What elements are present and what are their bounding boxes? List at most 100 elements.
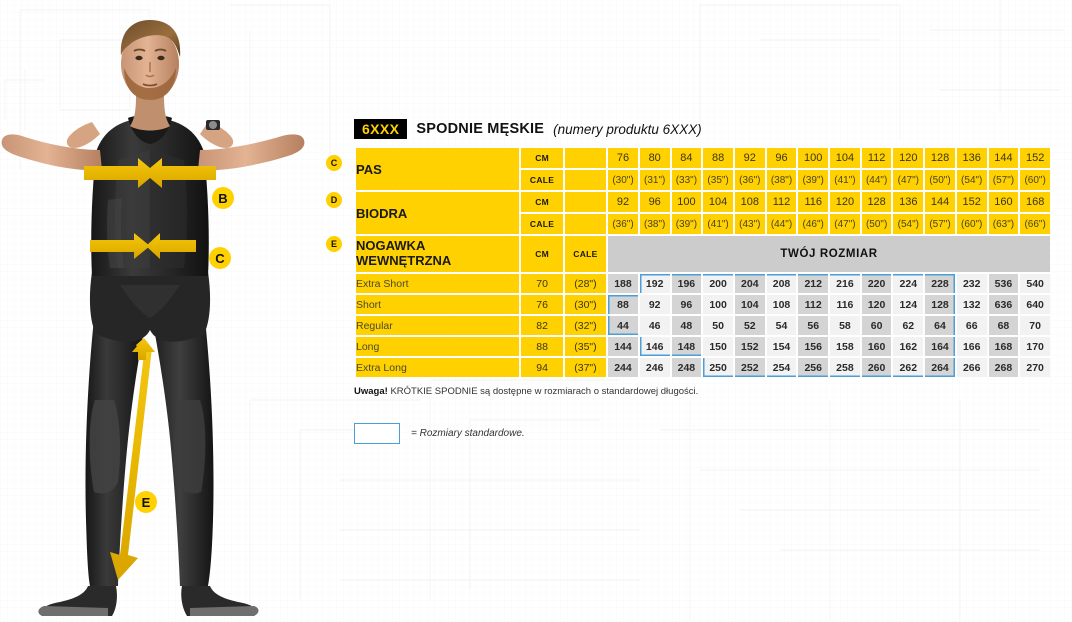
- size-cell-highlighted: 92: [639, 295, 670, 314]
- value-cell: (38"): [766, 170, 797, 190]
- value-cell: 152: [956, 192, 987, 212]
- size-cell-highlighted: 104: [734, 295, 765, 314]
- legend-label: = Rozmiary standardowe.: [411, 428, 525, 439]
- size-chart-panel: 6XXX SPODNIE MĘSKIE (numery produktu 6XX…: [336, 118, 1052, 444]
- value-cell: 120: [830, 192, 860, 212]
- unit-label-cm: CM: [521, 236, 563, 272]
- value-cell: (33"): [671, 170, 702, 190]
- size-cell-highlighted: 196: [671, 274, 702, 293]
- size-cell-highlighted: 212: [798, 274, 829, 293]
- value-cell: 80: [639, 148, 670, 168]
- value-cell: (30"): [608, 170, 638, 190]
- spacer-cell: [564, 214, 607, 234]
- table-row: Short 76 (30") 88 92 96 100 104 108 112 116 120 124 1…: [356, 295, 1050, 314]
- value-cell: (54"): [893, 214, 924, 234]
- size-cell-highlighted: 254: [766, 358, 797, 377]
- value-cell: (39"): [671, 214, 702, 234]
- size-cell-highlighted: 58: [830, 316, 860, 335]
- size-cell-highlighted: 262: [893, 358, 924, 377]
- value-cell: 108: [734, 192, 765, 212]
- svg-text:B: B: [218, 191, 227, 206]
- size-cell-highlighted: 128: [925, 295, 955, 314]
- size-cell-highlighted: 200: [703, 274, 733, 293]
- size-cell-highlighted: 52: [734, 316, 765, 335]
- size-cell-highlighted: 46: [639, 316, 670, 335]
- table-row: CALE (36") (38") (39") (41") (43") (44") (46")(…: [356, 214, 1050, 234]
- size-cell-highlighted: 124: [893, 295, 924, 314]
- value-cell: (46"): [798, 214, 829, 234]
- size-cell-highlighted: 192: [639, 274, 670, 293]
- arrow-b: [84, 158, 216, 188]
- size-cell: 536: [988, 274, 1019, 293]
- length-label: Regular: [356, 316, 520, 335]
- value-cell: (39"): [798, 170, 829, 190]
- arrow-e: [110, 338, 155, 580]
- length-cm: 76: [521, 295, 563, 314]
- value-cell: 128: [925, 148, 955, 168]
- badge-d-row: D: [326, 192, 342, 208]
- length-label: Long: [356, 337, 520, 356]
- page-title: SPODNIE MĘSKIE: [416, 121, 545, 137]
- size-cell-highlighted: 260: [861, 358, 892, 377]
- size-cell: 70: [1020, 316, 1050, 335]
- length-label: Short: [356, 295, 520, 314]
- size-cell-highlighted: 100: [703, 295, 733, 314]
- size-cell-highlighted: 112: [798, 295, 829, 314]
- value-cell: (36"): [734, 170, 765, 190]
- value-cell: 136: [956, 148, 987, 168]
- legend: = Rozmiary standardowe.: [354, 423, 1052, 444]
- chart-title-row: 6XXX SPODNIE MĘSKIE (numery produktu 6XX…: [336, 118, 1052, 140]
- unit-label: CM: [521, 192, 563, 212]
- badge-c-row: C: [326, 155, 342, 171]
- spacer-cell: [564, 192, 607, 212]
- length-cm: 94: [521, 358, 563, 377]
- size-cell-highlighted: 252: [734, 358, 765, 377]
- badge-b-photo: B: [212, 187, 234, 209]
- measure-label-biodra: BIODRA: [356, 192, 520, 234]
- size-cell: 266: [956, 358, 987, 377]
- size-cell: 68: [988, 316, 1019, 335]
- value-cell: (50"): [861, 214, 892, 234]
- size-cell-highlighted: 158: [830, 337, 860, 356]
- legend-swatch: [354, 423, 400, 444]
- table-row: Long 88 (35") 144 146 148 150 152 154 156 158 160 16…: [356, 337, 1050, 356]
- value-cell: (41"): [830, 170, 860, 190]
- size-cell-highlighted: 220: [861, 274, 892, 293]
- measure-label-pas: PAS: [356, 148, 520, 190]
- value-cell: 112: [766, 192, 797, 212]
- table-row: CALE (30") (31") (33") (35") (36") (38") (39")(…: [356, 170, 1050, 190]
- size-cell: 232: [956, 274, 987, 293]
- value-cell: (63"): [988, 214, 1019, 234]
- size-cell-highlighted: 256: [798, 358, 829, 377]
- length-cale: (32"): [564, 316, 607, 335]
- size-cell: 636: [988, 295, 1019, 314]
- footnote-bold: Uwaga!: [354, 386, 388, 397]
- spacer-cell: [564, 170, 607, 190]
- spacer-cell: [564, 148, 607, 168]
- size-cell-highlighted: 50: [703, 316, 733, 335]
- table-row: Extra Long 94 (37") 244 246 248 250 252 254 256 25…: [356, 358, 1050, 377]
- value-cell: 116: [798, 192, 829, 212]
- value-cell: (47"): [893, 170, 924, 190]
- value-cell: (36"): [608, 214, 638, 234]
- size-cell-highlighted: 152: [734, 337, 765, 356]
- badge-e-row: E: [326, 236, 342, 252]
- value-cell: 136: [893, 192, 924, 212]
- size-cell-highlighted: 164: [925, 337, 955, 356]
- value-cell: 104: [703, 192, 733, 212]
- length-label: Extra Long: [356, 358, 520, 377]
- value-cell: (57"): [925, 214, 955, 234]
- size-cell: 640: [1020, 295, 1050, 314]
- value-cell: 96: [639, 192, 670, 212]
- value-cell: (66"): [1020, 214, 1050, 234]
- table-row: Extra Short 70 (28") 188 192 196 200 204 208 212 2…: [356, 274, 1050, 293]
- measurement-illustration: B C E: [1, 20, 305, 616]
- size-cell-highlighted: 264: [925, 358, 955, 377]
- badge-e-photo: E: [135, 491, 157, 513]
- value-cell: 104: [830, 148, 860, 168]
- model-photo: B C E: [0, 0, 330, 622]
- table-row: NOGAWKA WEWNĘTRZNA CM CALE TWÓJ ROZMIAR: [356, 236, 1050, 272]
- value-cell: 92: [608, 192, 638, 212]
- value-cell: 144: [988, 148, 1019, 168]
- your-size-header: TWÓJ ROZMIAR: [608, 236, 1050, 272]
